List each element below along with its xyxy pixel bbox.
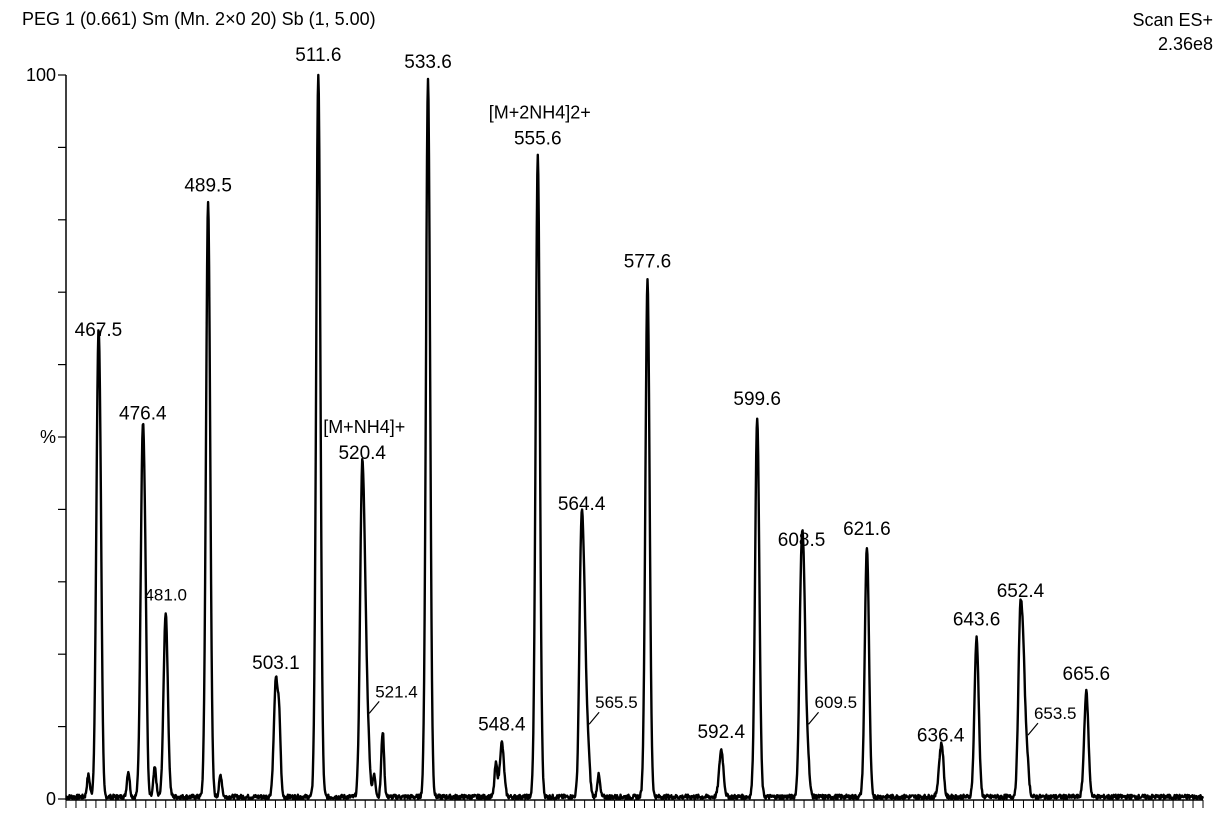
peak-label: 643.6 bbox=[953, 610, 1001, 631]
label-leader bbox=[808, 711, 820, 725]
scan-info: Scan ES+ 2.36e8 bbox=[1132, 8, 1213, 56]
peak-label: 609.5 bbox=[815, 693, 858, 712]
peak-label: 467.5 bbox=[75, 320, 123, 341]
peak-label: 665.6 bbox=[1063, 664, 1111, 685]
peak-label: 608.5 bbox=[778, 530, 826, 551]
peak-label: 520.4 bbox=[338, 443, 386, 464]
peak-label: 636.4 bbox=[917, 726, 965, 747]
label-leader bbox=[1027, 722, 1039, 736]
scan-mode: Scan ES+ bbox=[1132, 10, 1213, 30]
peak-annotation: [M+NH4]+ bbox=[323, 417, 405, 437]
peak-label: 533.6 bbox=[404, 52, 452, 73]
spectrum-line bbox=[65, 73, 1205, 801]
peak-label: 548.4 bbox=[478, 715, 526, 736]
peak-label: 503.1 bbox=[252, 653, 300, 674]
peak-label: 521.4 bbox=[375, 682, 418, 701]
peak-label: 476.4 bbox=[119, 403, 167, 424]
peak-labels: 467.5 476.4 481.0 489.5 503.1 511.6 520.4 [M+NH… bbox=[75, 45, 1110, 747]
y-tick-label: 100 bbox=[26, 65, 56, 85]
peak-label: 621.6 bbox=[843, 519, 891, 540]
label-leader bbox=[588, 711, 600, 725]
peak-label: 653.5 bbox=[1034, 704, 1077, 723]
peak-label: 592.4 bbox=[697, 722, 745, 743]
axes: 100% 0 bbox=[26, 65, 1204, 809]
label-leader bbox=[368, 700, 380, 714]
spectrum-header: PEG 1 (0.661) Sm (Mn. 2×0 20) Sb (1, 5.0… bbox=[22, 9, 376, 29]
peak-label: 599.6 bbox=[733, 389, 781, 410]
y-tick-label: 0 bbox=[46, 789, 56, 809]
peak-label: 555.6 bbox=[514, 128, 562, 149]
spectrum-trace bbox=[65, 73, 1205, 801]
peak-label: 511.6 bbox=[295, 45, 341, 66]
y-tick-label: % bbox=[40, 427, 56, 447]
peak-label: 565.5 bbox=[595, 693, 638, 712]
peak-label: 577.6 bbox=[624, 251, 672, 272]
peak-label: 652.4 bbox=[997, 581, 1045, 602]
peak-label: 489.5 bbox=[184, 175, 232, 196]
peak-label: 481.0 bbox=[144, 585, 187, 604]
base-peak-intensity: 2.36e8 bbox=[1157, 34, 1213, 54]
peak-label: 564.4 bbox=[558, 494, 606, 515]
peak-annotation: [M+2NH4]2+ bbox=[489, 102, 591, 122]
